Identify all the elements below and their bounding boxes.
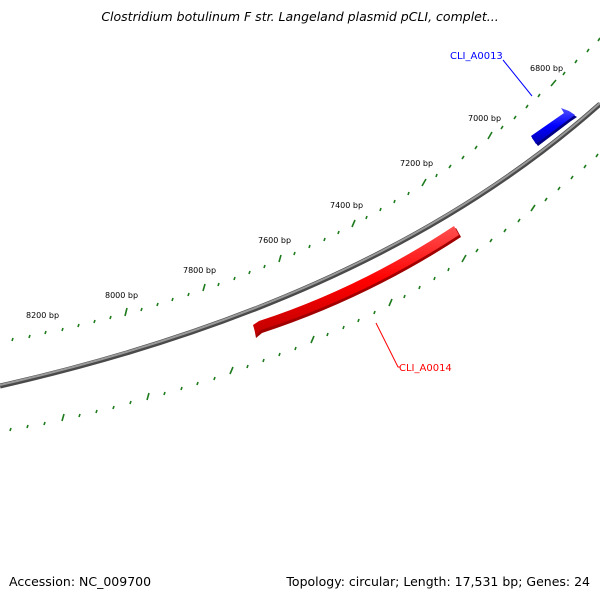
tick-label: 8000 bp <box>105 291 138 300</box>
tick-label: 8200 bp <box>26 311 59 320</box>
plasmid-backbone <box>0 102 600 389</box>
plasmid-backbone-highlight <box>0 102 600 386</box>
footer-accession: Accession: NC_009700 <box>9 574 152 589</box>
footer-meta: Topology: circular; Length: 17,531 bp; G… <box>286 574 590 589</box>
inner-tick-ring <box>9 153 599 432</box>
gene-label-leader <box>375 322 400 368</box>
tick-label: 7400 bp <box>330 201 363 210</box>
gene-label-leader <box>502 59 533 97</box>
gene-cli-a0014[interactable] <box>253 226 461 338</box>
gene-cli-a0013[interactable] <box>531 108 577 146</box>
map-title: Clostridium botulinum F str. Langeland p… <box>101 9 499 24</box>
tick-label: 7200 bp <box>400 159 433 168</box>
tick-label: 6800 bp <box>530 64 563 73</box>
tick-label: 7600 bp <box>258 236 291 245</box>
gene-label-cli-a0013: CLI_A0013 <box>450 51 503 62</box>
tick-label: 7800 bp <box>183 266 216 275</box>
tick-label: 7000 bp <box>468 114 501 123</box>
gene-label-cli-a0014: CLI_A0014 <box>399 363 452 374</box>
outer-tick-ring <box>11 37 600 342</box>
